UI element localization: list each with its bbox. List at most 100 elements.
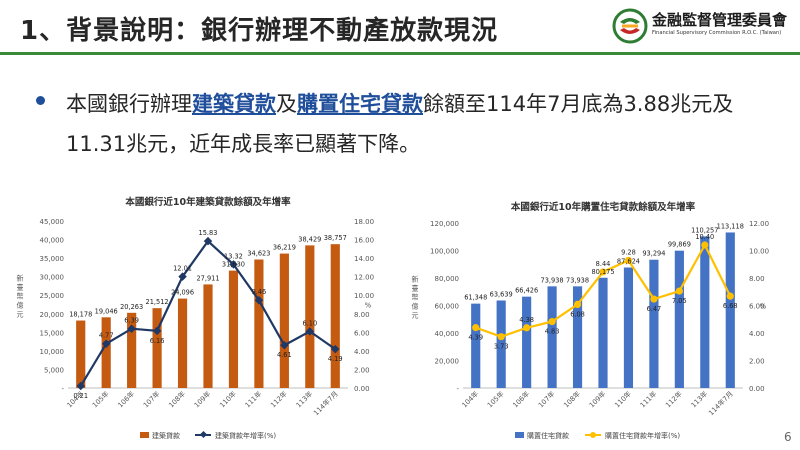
y-tick-label: 15,000 bbox=[40, 329, 65, 337]
y2-tick-label: 2.00 bbox=[749, 358, 765, 366]
bar-value-label: 19,046 bbox=[95, 307, 118, 315]
rate-value-label: 8.44 bbox=[596, 260, 611, 268]
y-tick-label: 5,000 bbox=[44, 366, 64, 374]
category-label: 104年 bbox=[460, 389, 480, 409]
chart-title: 本國銀行近10年購置住宅貸款餘額及年增率 bbox=[511, 201, 696, 213]
bar bbox=[522, 296, 532, 388]
bar bbox=[572, 286, 583, 388]
bar bbox=[228, 270, 239, 388]
construction-loan-link[interactable]: 建築貸款 bbox=[192, 92, 276, 116]
rate-value-label: 10.40 bbox=[695, 233, 714, 241]
bar-value-label: 18,178 bbox=[69, 311, 92, 319]
category-label: 111年 bbox=[638, 389, 658, 409]
line-point bbox=[726, 292, 734, 300]
rate-value-label: 6.10 bbox=[302, 319, 317, 327]
category-label: 108年 bbox=[562, 389, 582, 409]
bullet-text-2: 及 bbox=[276, 92, 297, 116]
y2-tick-label: 12.00 bbox=[749, 220, 769, 228]
legend-bar-swatch bbox=[515, 432, 524, 438]
y2-tick-label: 16.00 bbox=[354, 237, 374, 245]
rate-value-label: 12.01 bbox=[173, 265, 192, 273]
slide-title: 1、背景說明：銀行辦理不動產放款現況 bbox=[20, 16, 499, 46]
category-label: 113年 bbox=[294, 389, 314, 409]
category-label: 109年 bbox=[192, 389, 212, 409]
bar bbox=[203, 284, 213, 388]
category-label: 111年 bbox=[243, 389, 263, 409]
bar-value-label: 34,623 bbox=[247, 250, 270, 258]
y-tick-label: 30,000 bbox=[40, 274, 65, 282]
legend-line-marker bbox=[199, 430, 208, 439]
bullet-icon bbox=[36, 96, 45, 105]
bar-value-label: 36,219 bbox=[273, 244, 296, 252]
bar bbox=[254, 259, 264, 388]
bar-value-label: 80,175 bbox=[591, 268, 614, 276]
line-point bbox=[701, 241, 709, 249]
title-underline bbox=[0, 52, 800, 55]
rate-value-label: 6.16 bbox=[150, 337, 165, 345]
bar bbox=[649, 259, 659, 388]
line-point bbox=[229, 260, 238, 269]
fsc-emblem-icon bbox=[612, 8, 648, 44]
legend-bar-label: 購置住宅貸款 bbox=[527, 431, 569, 440]
rate-value-label: 6.68 bbox=[723, 302, 738, 310]
bar-value-label: 66,426 bbox=[515, 287, 538, 295]
line-point bbox=[331, 344, 340, 354]
legend-bar-label: 建築貸款 bbox=[152, 431, 180, 440]
y-tick-label: - bbox=[61, 385, 64, 393]
y2-tick-label: 18.00 bbox=[354, 218, 374, 226]
bar-value-label: 20,263 bbox=[120, 303, 143, 311]
category-label: 107年 bbox=[141, 389, 161, 409]
rate-value-label: 4.83 bbox=[545, 328, 560, 336]
line-point bbox=[523, 324, 531, 332]
bar bbox=[127, 312, 137, 388]
bar-value-label: 27,911 bbox=[196, 274, 219, 282]
rate-value-label: 4.77 bbox=[99, 332, 114, 340]
housing-loan-link[interactable]: 購置住宅貸款 bbox=[297, 92, 423, 116]
category-label: 107年 bbox=[536, 389, 556, 409]
rate-value-label: 3.73 bbox=[494, 343, 509, 351]
bar bbox=[279, 253, 289, 388]
line-point bbox=[305, 327, 315, 336]
rate-value-label: 9.28 bbox=[621, 248, 636, 256]
y2-tick-label: 2.00 bbox=[354, 366, 370, 374]
bar-value-label: 87,624 bbox=[617, 258, 640, 266]
bar-value-label: 110,257 bbox=[691, 226, 718, 234]
y2-axis-label: % bbox=[760, 303, 767, 311]
y-tick-label: 10,000 bbox=[40, 348, 65, 356]
bar-value-label: 31,630 bbox=[222, 261, 245, 269]
category-label: 109年 bbox=[587, 389, 607, 409]
legend-bar-swatch bbox=[140, 432, 149, 438]
construction-loan-chart: 本國銀行近10年建築貸款餘額及年增率 - 5,000 10,000 15,000 20,0… bbox=[17, 196, 375, 440]
category-label: 105年 bbox=[90, 389, 110, 409]
line-point bbox=[650, 295, 658, 303]
rate-value-label: 4.38 bbox=[519, 316, 534, 324]
line-point bbox=[76, 381, 85, 391]
legend-line-label: 購置住宅貸款年增率(%) bbox=[605, 431, 680, 440]
bar bbox=[623, 267, 634, 388]
category-label: 105年 bbox=[485, 389, 505, 409]
rate-value-label: 15.83 bbox=[199, 229, 218, 237]
bar-value-label: 63,639 bbox=[490, 290, 513, 298]
bar bbox=[152, 308, 162, 388]
bar-value-label: 113,118 bbox=[717, 222, 744, 230]
line-point bbox=[675, 287, 683, 295]
rate-value-label: 6.08 bbox=[570, 310, 585, 318]
bar-value-label: 61,348 bbox=[464, 294, 487, 302]
bar-value-label: 99,869 bbox=[668, 241, 691, 249]
y-tick-label: 80,000 bbox=[435, 275, 460, 283]
rate-value-label: 7.05 bbox=[672, 297, 687, 305]
y-tick-label: 20,000 bbox=[40, 311, 65, 319]
y2-tick-label: 0.00 bbox=[749, 385, 765, 393]
category-label: 114年7月 bbox=[311, 389, 339, 417]
fsc-logo: 金融監督管理委員會 Financial Supervisory Commissi… bbox=[612, 6, 800, 46]
line-point bbox=[101, 339, 111, 348]
category-label: 112年 bbox=[663, 389, 683, 409]
legend-line-marker bbox=[590, 432, 596, 438]
bar bbox=[305, 245, 315, 388]
rate-value-label: 6.47 bbox=[647, 305, 662, 313]
y2-tick-label: 10.00 bbox=[749, 248, 769, 256]
line-point bbox=[152, 326, 162, 336]
y-tick-label: 100,000 bbox=[430, 248, 459, 256]
line-point bbox=[280, 340, 289, 350]
category-label: 110年 bbox=[218, 389, 238, 409]
